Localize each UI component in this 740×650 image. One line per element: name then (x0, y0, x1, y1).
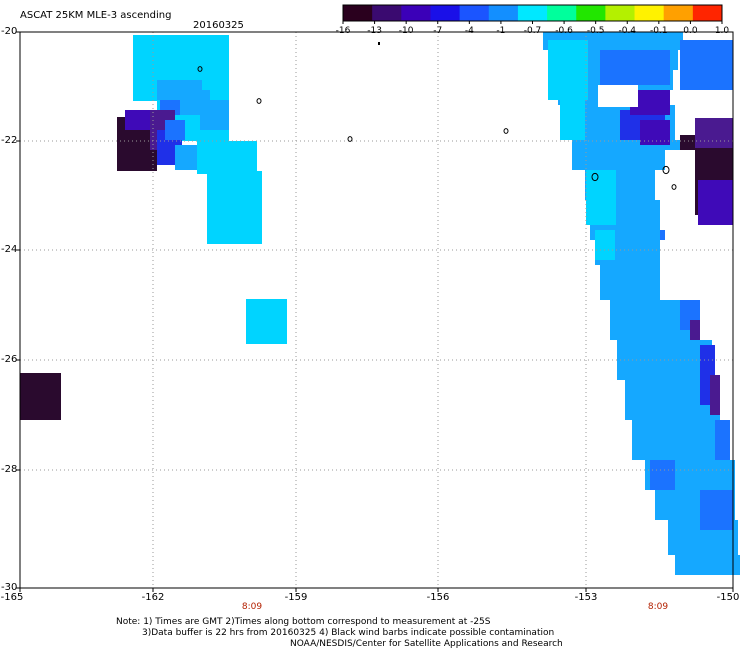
map-title: ASCAT 25KM MLE-3 ascending (20, 10, 172, 21)
colorbar-segment (547, 5, 577, 21)
time-label-left: 8:09 (241, 602, 263, 612)
colorbar-label: -0.7 (523, 26, 542, 36)
island-outline (662, 165, 670, 175)
colorbar-label: 1.0 (714, 26, 730, 36)
longitude-label: -165 (0, 592, 24, 603)
grid-lines (16, 31, 734, 592)
wind-cell (675, 555, 740, 575)
colorbar-segment (372, 5, 402, 21)
colorbar-segment (401, 5, 431, 21)
wind-cell (207, 171, 262, 244)
wind-cell (197, 141, 257, 174)
wind-cell (246, 299, 287, 344)
longitude-label: -156 (426, 592, 450, 603)
note-line-1: Note: 1) Times are GMT 2)Times along bot… (116, 617, 491, 627)
colorbar-segment (430, 5, 461, 21)
latitude-label: -22 (1, 135, 18, 146)
wind-cell (560, 100, 585, 140)
latitude-label: -24 (1, 244, 18, 255)
colorbar (342, 4, 723, 24)
wind-cell (700, 300, 735, 340)
latitude-label: -20 (1, 26, 18, 37)
colorbar-segment (605, 5, 636, 21)
wind-cell (660, 240, 735, 300)
wind-cell (165, 120, 185, 140)
latitude-label: -26 (1, 354, 18, 365)
colorbar-label: -1 (496, 26, 506, 36)
island-outline (671, 184, 677, 190)
wind-cell (175, 145, 197, 170)
colorbar-label: -0.1 (650, 26, 668, 36)
wind-cell (20, 373, 61, 420)
wind-cell (600, 50, 670, 85)
wind-cell (715, 420, 730, 460)
island-outlines (197, 42, 677, 190)
longitude-label: -162 (141, 592, 165, 603)
wind-cell (700, 490, 733, 530)
latitude-label: -28 (1, 464, 18, 475)
island-outline (591, 172, 599, 182)
colorbar-segment (692, 5, 723, 21)
wind-swaths (20, 32, 740, 575)
colorbar-label: -16 (335, 26, 351, 36)
island-outline (378, 42, 380, 45)
colorbar-segment (634, 5, 665, 21)
colorbar-label: -13 (367, 26, 382, 36)
wind-cell (695, 118, 733, 148)
wind-cell (698, 180, 733, 225)
wind-cell (710, 375, 720, 415)
colorbar-segment (576, 5, 606, 21)
colorbar-label: -0.5 (586, 26, 605, 36)
longitude-label: -153 (574, 592, 598, 603)
time-label-right: 8:09 (647, 602, 669, 612)
wind-cell (650, 460, 675, 490)
colorbar-segment (517, 5, 548, 21)
wind-cell (665, 150, 695, 240)
latitude-label: -30 (1, 582, 18, 593)
colorbar-label: -4 (464, 26, 474, 36)
colorbar-label: -0.6 (555, 26, 573, 36)
wind-cell (548, 40, 588, 100)
wind-cell (680, 40, 733, 90)
island-outline (256, 98, 262, 104)
note-line-2: 3)Data buffer is 22 hrs from 20160325 4)… (142, 628, 555, 638)
colorbar-label: -7 (433, 26, 443, 36)
colorbar-segment (459, 5, 490, 21)
wind-cell (632, 420, 730, 460)
note-line-3: NOAA/NESDIS/Center for Satellite Applica… (290, 639, 563, 649)
island-outline (347, 136, 353, 142)
map-date: 20160325 (193, 20, 244, 31)
longitude-label: -159 (284, 592, 308, 603)
plot-frame (19, 31, 734, 589)
wind-cell (595, 230, 615, 260)
wind-cell (586, 170, 616, 225)
colorbar-segment (488, 5, 519, 21)
colorbar-segment (663, 5, 694, 21)
wind-cell (598, 85, 638, 107)
island-outline (197, 66, 203, 72)
longitude-label: -150 (716, 592, 740, 603)
island-outline (503, 128, 509, 134)
colorbar-label: 0.0 (683, 26, 698, 36)
colorbar-label: -0.4 (618, 26, 637, 36)
colorbar-segment (343, 5, 373, 21)
colorbar-label: -10 (398, 26, 414, 36)
wind-cell (200, 100, 229, 130)
